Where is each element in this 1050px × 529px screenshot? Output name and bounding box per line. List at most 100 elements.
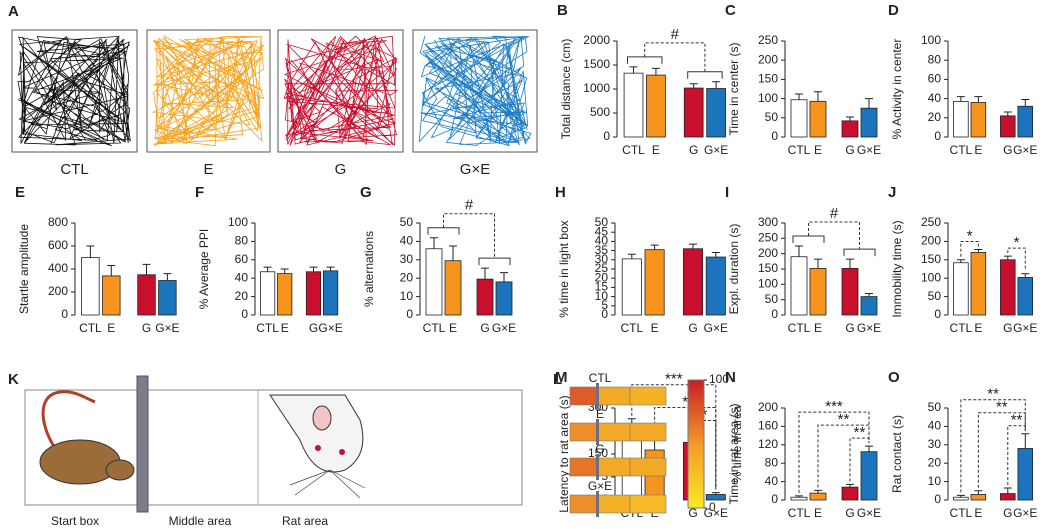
heat-cell bbox=[596, 386, 631, 406]
x-tick-label: CTL bbox=[622, 143, 645, 157]
bracket bbox=[977, 412, 1026, 488]
y-tick-label: 10 bbox=[595, 289, 609, 303]
panel-letter: F bbox=[195, 184, 204, 201]
y-tick-label: 150 bbox=[758, 261, 778, 275]
x-tick-label: CTL bbox=[788, 321, 811, 335]
bracket bbox=[960, 399, 1026, 493]
heat-cell bbox=[596, 457, 631, 477]
error-bar bbox=[430, 237, 438, 249]
colorbar-label: % time in area bbox=[730, 405, 744, 482]
x-tick-label: CTL bbox=[950, 506, 973, 520]
x-tick-label: G bbox=[1003, 143, 1012, 157]
bar bbox=[683, 248, 704, 316]
error-bar bbox=[711, 251, 720, 258]
bar bbox=[860, 296, 878, 316]
y-tick-label: 100 bbox=[758, 91, 778, 105]
rat-whiskers bbox=[289, 469, 366, 499]
colorbar-tick-label: 100 bbox=[709, 372, 729, 386]
y-tick-label: 5 bbox=[601, 298, 608, 312]
heat-cell bbox=[596, 422, 631, 442]
error-bar bbox=[795, 93, 803, 100]
bar bbox=[809, 267, 827, 316]
x-tick-label: E bbox=[107, 321, 115, 335]
error-bar bbox=[280, 268, 289, 274]
y-axis-label: Total distance (cm) bbox=[559, 39, 573, 140]
bar bbox=[809, 100, 827, 138]
bar bbox=[646, 74, 666, 138]
y-tick-label: 40 bbox=[235, 270, 249, 284]
bar bbox=[1000, 493, 1016, 501]
bracket bbox=[849, 437, 870, 482]
heat-cell bbox=[596, 494, 631, 514]
y-axis-label: Expl. duration (s) bbox=[727, 224, 741, 315]
arena-label: G×E bbox=[460, 161, 490, 178]
y-tick-label: 60 bbox=[235, 252, 249, 266]
panel-letter: M bbox=[555, 369, 568, 386]
bar bbox=[953, 496, 969, 501]
bar bbox=[425, 248, 443, 316]
x-tick-label: E bbox=[974, 321, 982, 335]
x-tick-label: G bbox=[845, 143, 854, 157]
bar bbox=[621, 258, 642, 316]
bar bbox=[790, 99, 808, 138]
area-label: Start box bbox=[51, 514, 99, 528]
trajectory bbox=[418, 35, 532, 147]
y-tick-label: 800 bbox=[48, 215, 68, 229]
y-tick-label: 50 bbox=[595, 215, 609, 229]
bar bbox=[623, 72, 644, 138]
error-bar bbox=[865, 98, 873, 109]
significance: # bbox=[465, 197, 474, 214]
y-tick-label: 0 bbox=[61, 307, 68, 321]
y-axis-label: Rat contact (s) bbox=[890, 415, 904, 493]
mouse-body bbox=[39, 439, 121, 485]
colorbar bbox=[687, 379, 705, 509]
panel-letter: B bbox=[557, 2, 568, 19]
panel-letter: D bbox=[888, 2, 899, 19]
heat-cell bbox=[569, 422, 598, 442]
panel-letter: N bbox=[725, 369, 736, 386]
bar bbox=[1017, 448, 1034, 501]
y-tick-label: 300 bbox=[758, 215, 778, 229]
colorbar-tick-label: 0 bbox=[709, 500, 716, 514]
y-tick-label: 250 bbox=[921, 215, 941, 229]
y-tick-label: 400 bbox=[48, 261, 68, 275]
x-tick-label: E bbox=[974, 143, 982, 157]
y-tick-label: 0 bbox=[406, 307, 413, 321]
area-label: Rat area bbox=[282, 514, 328, 528]
rat-head bbox=[269, 394, 364, 473]
x-tick-label: G×E bbox=[857, 506, 881, 520]
x-tick-label: G bbox=[688, 321, 697, 335]
arena-label: CTL bbox=[60, 161, 88, 178]
x-tick-label: G×E bbox=[857, 143, 881, 157]
error-bar bbox=[1003, 487, 1012, 494]
row-label: E bbox=[596, 407, 604, 421]
y-tick-label: 10 bbox=[928, 474, 942, 488]
panel-letter: O bbox=[888, 369, 900, 386]
x-tick-label: G bbox=[142, 321, 151, 335]
y-tick-label: 20 bbox=[928, 110, 942, 124]
error-bar bbox=[689, 243, 697, 249]
door bbox=[136, 375, 149, 513]
bracket bbox=[817, 424, 870, 488]
x-tick-label: G bbox=[1003, 506, 1012, 520]
x-tick-label: G×E bbox=[1013, 321, 1037, 335]
error-bar bbox=[846, 116, 854, 121]
significance: ** bbox=[854, 424, 866, 441]
row-label: G×E bbox=[588, 479, 612, 493]
y-tick-label: 0 bbox=[771, 492, 778, 506]
bar bbox=[705, 256, 726, 316]
bar bbox=[1017, 105, 1034, 138]
y-tick-label: 45 bbox=[595, 224, 609, 238]
y-axis-label: % Activity in center bbox=[890, 39, 904, 140]
x-tick-label: G×E bbox=[857, 321, 881, 335]
panel-letter: I bbox=[725, 184, 729, 201]
bar bbox=[1017, 277, 1034, 316]
x-tick-label: G×E bbox=[1013, 143, 1037, 157]
row-label: CTL bbox=[589, 371, 612, 385]
arena-label: G bbox=[335, 161, 347, 178]
panel-letter: C bbox=[725, 2, 736, 19]
bar bbox=[860, 451, 878, 501]
error-bar bbox=[481, 267, 489, 280]
y-tick-label: 60 bbox=[928, 72, 942, 86]
y-tick-label: 50 bbox=[928, 289, 942, 303]
